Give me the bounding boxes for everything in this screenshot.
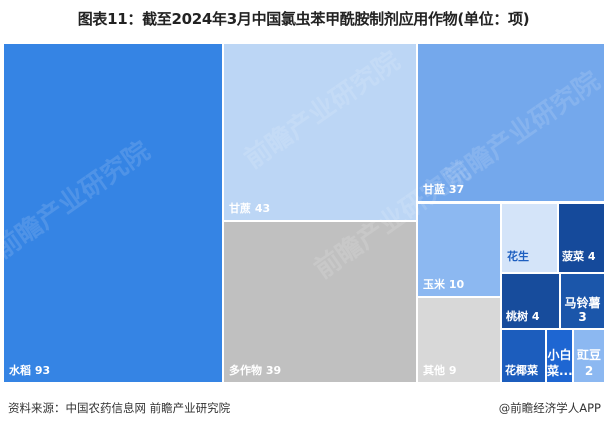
tile-label: 甘蔗 43 — [229, 202, 271, 215]
tile-label: 水稻 93 — [9, 364, 51, 377]
tile-label: 桃树 4 — [506, 310, 540, 323]
tile-shuidao[interactable]: 水稻 93 — [4, 44, 222, 382]
tile-yumi[interactable]: 玉米 10 — [418, 204, 500, 296]
tile-label: 豇豆 2 — [576, 348, 601, 378]
tile-qita[interactable]: 其他 9 — [418, 298, 500, 382]
tile-label: 多作物 39 — [229, 364, 282, 377]
credit-note: @前瞻经济学人APP — [498, 401, 601, 415]
tile-ganlan[interactable]: 甘蓝 37 — [418, 44, 604, 201]
tile-huasheng[interactable]: 花生 — [502, 204, 557, 272]
tile-jiangdou[interactable]: 豇豆 2 — [574, 330, 604, 382]
source-note: 资料来源：中国农药信息网 前瞻产业研究院 — [8, 401, 231, 415]
tile-taoshu[interactable]: 桃树 4 — [502, 274, 559, 328]
tile-label: 玉米 10 — [423, 278, 465, 291]
tile-huayecai[interactable]: 花椰菜 — [502, 330, 545, 382]
tile-label: 马铃薯 3 — [564, 296, 601, 324]
tile-label: 小白菜... — [547, 348, 572, 378]
chart-title: 图表11：截至2024年3月中国氯虫苯甲酰胺制剂应用作物(单位：项) — [77, 10, 530, 28]
tile-label: 甘蓝 37 — [423, 183, 465, 196]
tile-xiaobaicai[interactable]: 小白菜... — [547, 330, 572, 382]
tile-ganzhe[interactable]: 甘蔗 43 — [224, 44, 416, 220]
tile-malingshu[interactable]: 马铃薯 3 — [561, 274, 604, 328]
tile-bocai[interactable]: 菠菜 4 — [559, 204, 604, 272]
tile-label: 花生 — [507, 250, 529, 263]
tile-label: 菠菜 4 — [562, 250, 596, 263]
tile-label: 花椰菜 — [505, 364, 538, 377]
tile-label: 其他 9 — [423, 364, 457, 377]
tile-duozuowu[interactable]: 多作物 39 — [224, 222, 416, 382]
